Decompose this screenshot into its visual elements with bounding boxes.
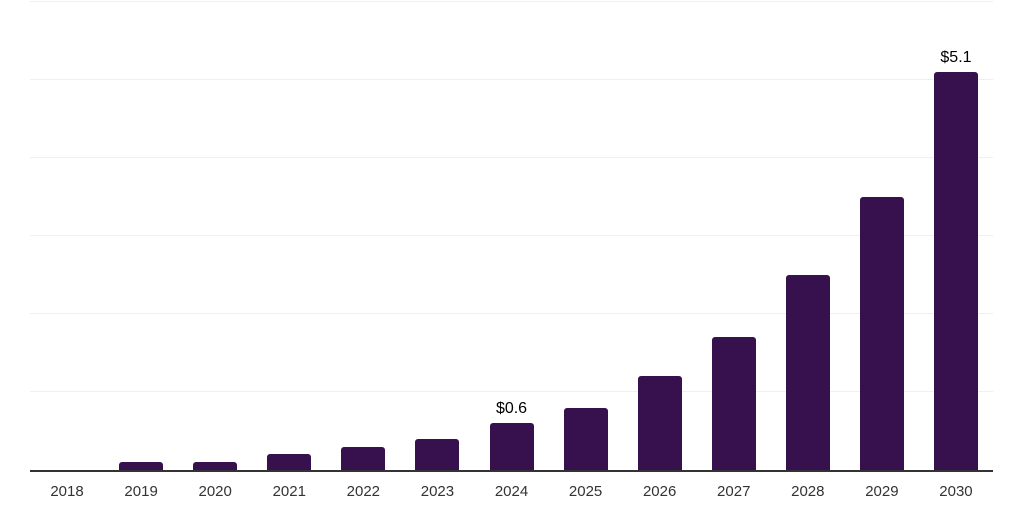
x-tick-2030: 2030 <box>939 483 973 500</box>
x-tick-2027: 2027 <box>717 483 751 500</box>
x-tick-2028: 2028 <box>791 483 825 500</box>
bar-column-2022 <box>326 446 400 470</box>
bar-2030 <box>933 72 978 470</box>
bar-column-2024: $0.6 <box>474 400 548 470</box>
bar-column-2030: $5.1 <box>919 49 993 470</box>
bar-column-2026 <box>623 376 697 470</box>
bar-column-2019 <box>104 462 178 470</box>
bar-column-2028 <box>771 275 845 470</box>
x-tick-labels: 2018 2019 2020 2021 2022 2023 2024 2025 2026 2027… <box>30 483 993 501</box>
bar-2021 <box>267 454 312 470</box>
value-label-2024: $0.6 <box>495 400 528 418</box>
bar-2026 <box>637 376 682 470</box>
x-tick-2026: 2026 <box>642 483 677 500</box>
x-tick-2025: 2025 <box>568 483 603 500</box>
x-tick-2021: 2021 <box>272 483 306 500</box>
bar-column-2027 <box>697 337 771 470</box>
bar-2029 <box>859 197 904 470</box>
x-tick-2029: 2029 <box>865 483 899 500</box>
x-tick-2023: 2023 <box>420 483 455 500</box>
x-tick-2024: 2024 <box>494 483 529 500</box>
bar-column-2023 <box>400 438 474 470</box>
gridline <box>30 157 993 158</box>
gridline <box>30 79 993 80</box>
bar-column-2020 <box>178 462 252 470</box>
x-tick-2018: 2018 <box>50 483 84 500</box>
bar-2023 <box>415 438 460 470</box>
x-tick-2022: 2022 <box>346 483 381 500</box>
bars: $0.6 $5.1 <box>30 2 993 470</box>
plot-area: $0.6 $5.1 <box>30 1 993 472</box>
bar-column-2025 <box>549 407 623 470</box>
bar-column-2029 <box>845 197 919 470</box>
gridline <box>30 313 993 314</box>
gridline <box>30 391 993 392</box>
x-axis-line <box>30 470 993 472</box>
bar-2020 <box>193 462 238 470</box>
value-label-2030: $5.1 <box>940 49 972 67</box>
x-tick-2019: 2019 <box>124 483 158 500</box>
gridline <box>30 235 993 236</box>
x-tick-2020: 2020 <box>198 483 232 500</box>
bar-2024 <box>489 423 534 470</box>
bar-2022 <box>341 446 386 470</box>
bar-column-2021 <box>252 454 326 470</box>
bar-2025 <box>563 407 608 470</box>
bar-2027 <box>711 337 756 470</box>
bar-2019 <box>119 462 164 470</box>
gridline <box>30 1 993 2</box>
bar-2028 <box>785 275 830 470</box>
